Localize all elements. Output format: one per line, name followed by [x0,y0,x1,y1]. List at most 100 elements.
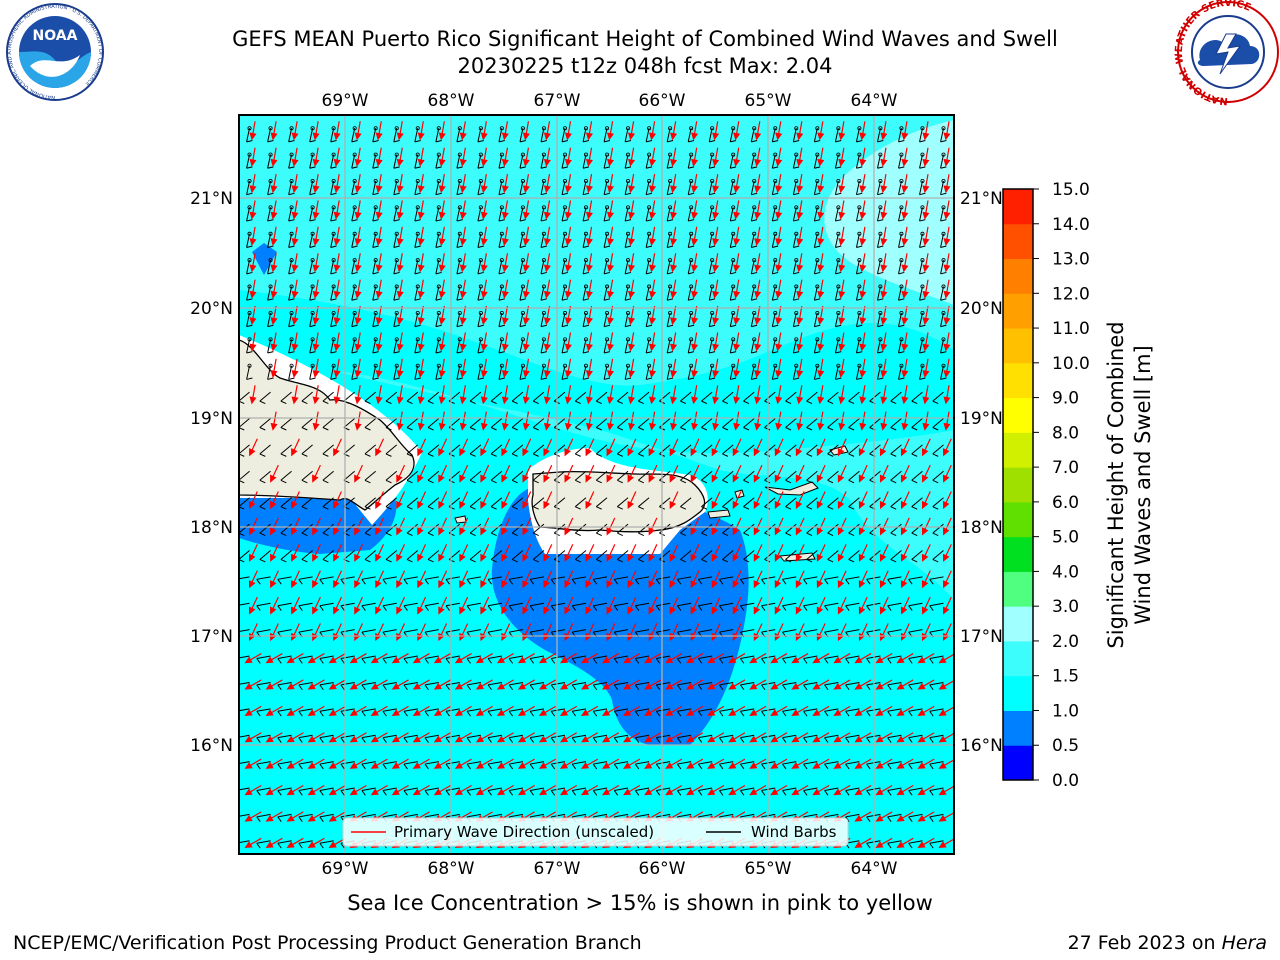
wind-barb [469,391,482,405]
wind-barb-calm [857,152,862,157]
wind-barb-calm [247,231,252,236]
wind-barb [582,286,590,301]
wind-barb [834,154,842,169]
wave-direction-arrow [943,279,951,299]
wind-barb [414,286,421,301]
wave-direction-arrow [543,438,553,457]
wave-direction-arrow [564,226,572,246]
wave-direction-arrow [901,411,909,431]
wind-barb-calm [731,126,736,131]
wind-barb [708,128,716,143]
wind-barb [919,154,926,169]
wave-direction-arrow [517,784,535,796]
colorbar-segment [1003,467,1033,503]
wind-barb [477,233,484,248]
wind-barb [532,497,545,510]
wind-barb [855,180,863,196]
wind-barb-calm [815,284,820,289]
wind-barb-calm [394,152,399,157]
wind-barb [729,286,737,301]
wind-barb [771,154,779,169]
wind-barb [813,339,821,354]
wind-barb [364,470,377,484]
wave-direction-arrow [370,732,388,743]
wind-barb [940,233,947,248]
wind-barb [406,444,419,457]
wave-direction-arrow [922,226,930,246]
wind-barb [477,339,484,354]
wind-barb-calm [373,205,378,210]
wind-barb-calm [941,205,946,210]
wind-barb [550,708,566,717]
wind-barb [267,233,274,248]
wave-direction-arrow [859,200,867,220]
wind-barb [298,813,313,823]
wind-barb [330,128,337,143]
wind-barb [540,365,547,380]
wind-barb-calm [899,231,904,236]
wave-direction-arrow [265,758,283,769]
wind-barb [427,550,440,563]
lon-labels-bottom: 69°W 68°W 67°W 66°W 65°W 64°W [322,859,898,879]
wave-direction-arrow [669,491,679,510]
wind-barb-calm [626,337,631,342]
wind-barb [680,470,692,484]
wind-barb [511,391,524,405]
wave-direction-arrow [774,517,784,536]
wind-barb [322,470,334,484]
wind-barb [330,233,337,248]
wind-barb [280,497,292,510]
wind-barb [540,233,547,248]
wind-barb [435,286,442,301]
wind-barb-calm [857,126,862,131]
wind-barb [508,734,523,743]
wind-barb-calm [583,205,588,210]
wind-barb-calm [731,258,736,263]
wave-direction-arrow [480,411,488,431]
wind-barb [372,233,379,248]
wind-barb [680,497,692,510]
wave-direction-arrow [901,358,909,378]
wave-direction-arrow [417,385,425,405]
wave-direction-arrow [585,305,593,326]
wave-direction-arrow [817,253,825,273]
wind-barb-calm [773,337,778,342]
wind-barb [239,708,250,717]
colorbar-segment [1003,223,1033,260]
lon-label: 64°W [851,859,898,879]
wind-barb [613,655,629,664]
wave-direction-arrow [670,279,678,299]
wave-direction-arrow [900,517,910,536]
wind-barb [813,180,821,196]
wave-direction-arrow [838,411,846,431]
wave-direction-arrow [328,679,346,690]
wave-direction-arrow [307,837,325,848]
wind-barb-calm [815,363,820,368]
wave-direction-arrow [370,784,388,796]
wind-barb-calm [773,310,778,315]
wave-direction-arrow [795,544,805,562]
wind-barb [532,523,545,537]
wave-direction-arrow [265,679,283,690]
wave-contour-1-5-2-band [330,370,954,600]
wind-barb-calm [731,310,736,315]
wave-direction-arrow [712,226,720,246]
sea-ice-note: Sea Ice Concentration > 15% is shown in … [347,891,933,915]
wind-barb [718,734,734,743]
wind-barb [782,655,797,664]
wind-barb [848,497,860,510]
wind-barb [603,233,611,248]
wind-barb [319,840,334,849]
wind-barb [771,312,779,328]
wave-direction-arrow [580,784,599,796]
wind-barb-calm [499,258,504,263]
wind-barb [330,365,337,380]
wind-barb [764,550,776,563]
lat-label: 20°N [190,299,233,319]
wind-barb-calm [920,152,925,157]
wind-barb [908,840,923,849]
wind-barb-calm [605,363,610,368]
wave-direction-arrow [480,174,488,194]
wave-direction-arrow [543,596,553,615]
wind-barb-calm [520,152,525,157]
